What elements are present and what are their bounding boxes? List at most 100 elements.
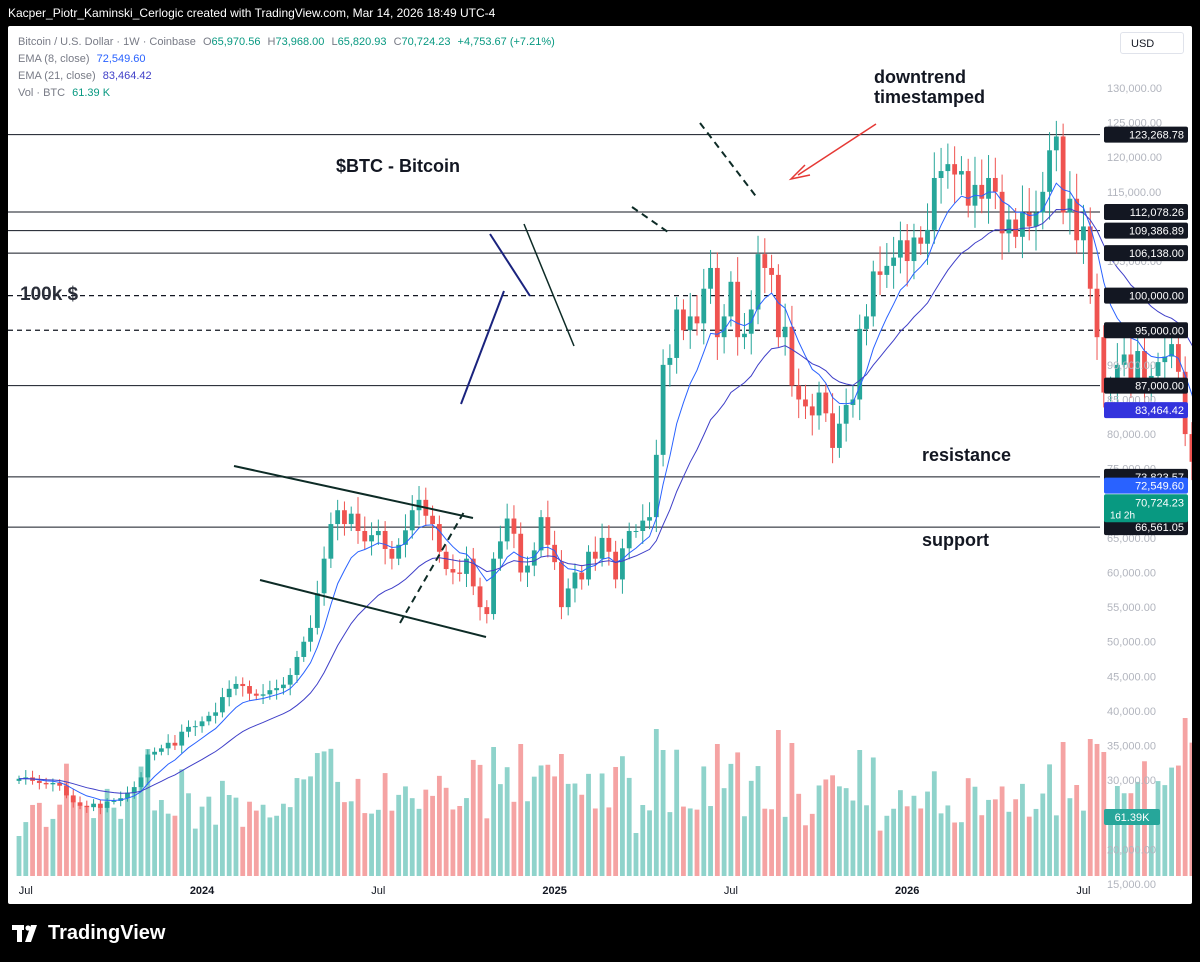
volume-bar bbox=[762, 808, 768, 876]
price-chart[interactable]: $BTC - Bitcoin 100k $ downtrend timestam… bbox=[8, 26, 1192, 904]
candle-body bbox=[999, 191, 1005, 234]
volume-bar bbox=[633, 833, 639, 876]
volume-bar bbox=[904, 806, 910, 876]
last-price-label: 70,724.23 bbox=[1135, 497, 1184, 509]
volume-bar bbox=[843, 788, 849, 876]
volume-bar bbox=[23, 822, 29, 876]
candle-body bbox=[152, 751, 157, 755]
candle-body bbox=[450, 569, 456, 573]
candle-body bbox=[606, 537, 612, 552]
volume-bar bbox=[206, 796, 212, 876]
downtrend-annotation-line1: downtrend bbox=[874, 67, 966, 87]
level-price-tag bbox=[1104, 126, 1188, 143]
candle-body bbox=[674, 309, 680, 358]
ema21-price-label: 83,464.42 bbox=[1135, 405, 1184, 417]
volume-legend[interactable]: Vol · BTC 61.39 K bbox=[18, 87, 110, 99]
volume-bar bbox=[1094, 743, 1100, 876]
candle-body bbox=[1026, 212, 1032, 227]
high-value: 73,968.00 bbox=[275, 36, 325, 48]
volume-bar bbox=[870, 757, 876, 876]
candle-body bbox=[457, 572, 463, 574]
level-price-label: 87,000.00 bbox=[1135, 381, 1184, 393]
volume-bar bbox=[836, 786, 842, 876]
price-tags: 123,268.78 112,078.26 109,386.89 106,138.00… bbox=[1104, 126, 1188, 825]
volume-bar bbox=[742, 816, 747, 876]
volume-bar bbox=[342, 802, 347, 876]
volume-bar bbox=[430, 795, 435, 876]
candle-body bbox=[877, 271, 883, 275]
volume-bar bbox=[423, 789, 429, 876]
candle-body bbox=[416, 499, 422, 511]
candle-body bbox=[396, 544, 402, 559]
ema8-line bbox=[18, 182, 1192, 802]
volume-bar bbox=[755, 766, 761, 876]
candle-body bbox=[375, 530, 381, 536]
volume-bar bbox=[1067, 798, 1073, 876]
tradingview-logo[interactable]: TradingView bbox=[12, 922, 165, 945]
volume-bar bbox=[199, 806, 205, 876]
candle-body bbox=[125, 792, 130, 799]
candle-body bbox=[742, 333, 747, 338]
candle-body bbox=[599, 537, 605, 559]
volume-bar bbox=[552, 776, 558, 876]
price-tick-label: 60,000.00 bbox=[1107, 568, 1156, 580]
candle-body bbox=[186, 726, 191, 732]
level-price-label: 100,000.00 bbox=[1129, 291, 1184, 303]
volume-bar bbox=[891, 808, 897, 876]
level-price-label: 106,138.00 bbox=[1129, 248, 1184, 260]
candle-body bbox=[165, 742, 171, 749]
volume-bar bbox=[450, 809, 456, 876]
volume-bar bbox=[1006, 811, 1012, 876]
price-tick-label: 120,000.00 bbox=[1107, 152, 1162, 164]
volume-bar bbox=[77, 804, 83, 876]
volume-bar bbox=[559, 754, 564, 876]
ema21-legend[interactable]: EMA (21, close) 83,464.42 bbox=[18, 70, 152, 82]
volume-bar bbox=[50, 818, 56, 876]
dashed-top-line-1 bbox=[631, 206, 669, 233]
volume-bar bbox=[667, 812, 673, 876]
volume-bar bbox=[952, 822, 958, 876]
candle-body bbox=[1081, 226, 1086, 241]
volume-bar bbox=[775, 730, 781, 876]
volume-bar bbox=[708, 806, 713, 876]
candle-body bbox=[613, 551, 619, 580]
volume-bar bbox=[328, 748, 334, 876]
volume-bar bbox=[16, 836, 22, 876]
volume-bar bbox=[918, 808, 924, 876]
low-label: L bbox=[331, 36, 338, 48]
candle-body bbox=[213, 712, 219, 716]
price-tick-label: 15,000.00 bbox=[1107, 879, 1156, 891]
price-tick-label: 45,000.00 bbox=[1107, 671, 1156, 683]
chart-title-annotation: $BTC - Bitcoin bbox=[336, 156, 460, 176]
candle-body bbox=[653, 454, 659, 518]
downtrend-line-1 bbox=[489, 233, 531, 297]
candle-body bbox=[701, 288, 707, 324]
ema8-value: 72,549.60 bbox=[96, 53, 146, 65]
volume-bar bbox=[1040, 793, 1046, 876]
volume-bar bbox=[938, 813, 944, 876]
candlesticks bbox=[16, 120, 1192, 815]
currency-button[interactable]: USD bbox=[1120, 32, 1184, 54]
candle-body bbox=[369, 535, 374, 542]
volume-bar bbox=[213, 824, 219, 876]
candle-body bbox=[836, 423, 842, 448]
candle-body bbox=[328, 524, 334, 559]
candle-body bbox=[199, 721, 205, 727]
volume-bar bbox=[999, 786, 1005, 876]
downtrend-arrow-head bbox=[788, 164, 811, 181]
volume-value: 61.39 K bbox=[72, 87, 111, 99]
volume-bar bbox=[240, 826, 246, 876]
candle-body bbox=[77, 802, 83, 806]
symbol-legend[interactable]: Bitcoin / U.S. Dollar · 1W · Coinbase O6… bbox=[18, 36, 555, 48]
price-tick-label: 130,000.00 bbox=[1107, 83, 1162, 95]
countdown-label: 1d 2h bbox=[1110, 510, 1135, 521]
candle-body bbox=[633, 530, 639, 532]
chart-frame[interactable]: Bitcoin / U.S. Dollar · 1W · Coinbase O6… bbox=[8, 26, 1192, 904]
downtrend-arrow-shaft bbox=[797, 123, 877, 176]
volume-bar bbox=[131, 791, 137, 876]
open-value: 65,970.56 bbox=[211, 36, 261, 48]
volume-bar bbox=[321, 751, 327, 876]
price-tick-label: 65,000.00 bbox=[1107, 533, 1156, 545]
ema8-legend[interactable]: EMA (8, close) 72,549.60 bbox=[18, 53, 146, 65]
ema8-label: EMA (8, close) bbox=[18, 53, 90, 65]
